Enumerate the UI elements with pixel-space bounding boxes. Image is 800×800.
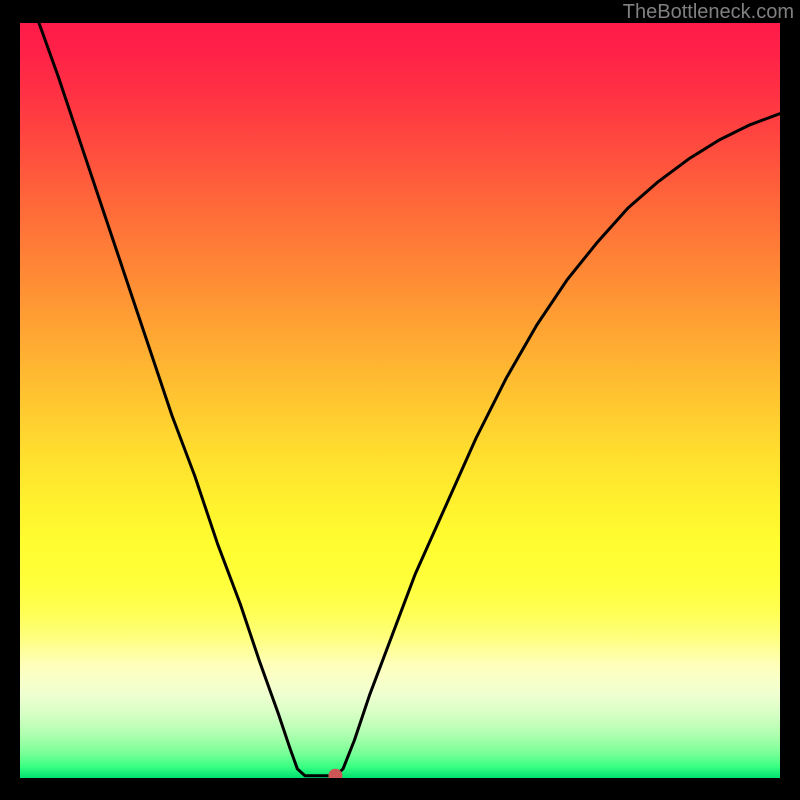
watermark-text: TheBottleneck.com — [623, 1, 794, 24]
plot-svg — [20, 23, 780, 778]
plot-area — [20, 23, 780, 778]
chart-container: TheBottleneck.com — [0, 0, 800, 800]
gradient-background — [20, 23, 780, 778]
